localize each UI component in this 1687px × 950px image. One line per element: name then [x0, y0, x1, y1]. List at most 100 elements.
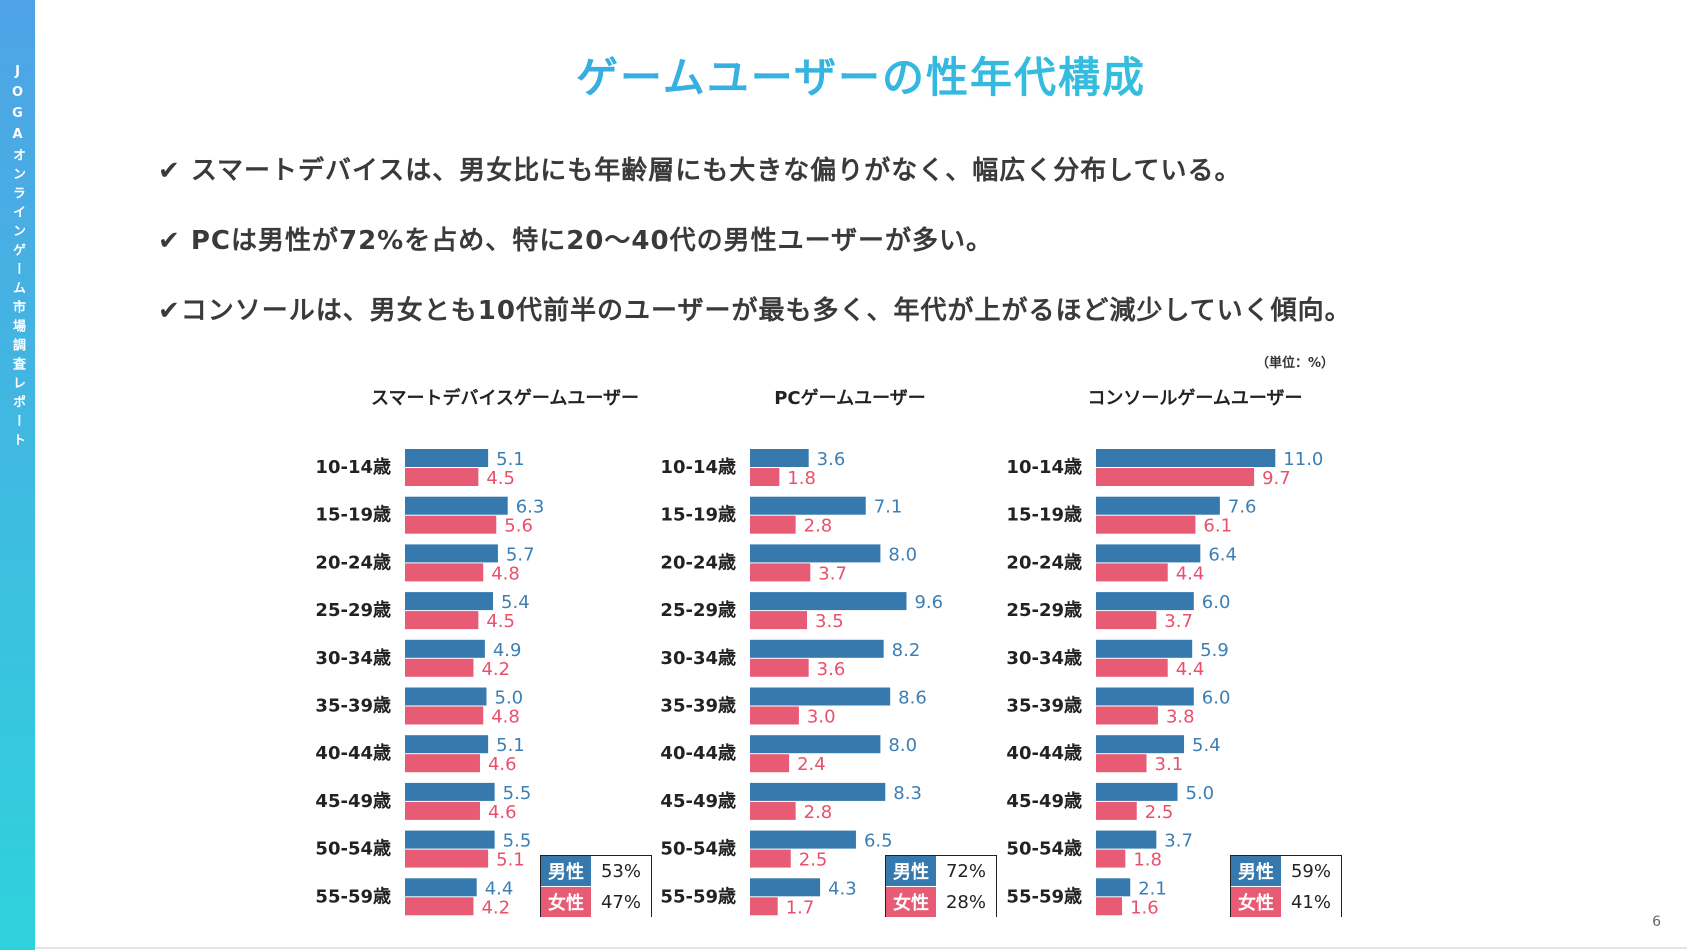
category-label-console: 55-59歳 — [1006, 886, 1082, 907]
female-value-label-smart-device: 4.6 — [488, 754, 517, 775]
female-value-label-pc: 2.4 — [797, 754, 826, 775]
male-value-label-pc: 6.5 — [864, 831, 893, 852]
category-label-smart-device: 40-44歳 — [315, 743, 391, 764]
male-value-label-pc: 9.6 — [914, 592, 943, 613]
female-value-label-console: 1.8 — [1133, 850, 1162, 871]
category-label-console: 45-49歳 — [1006, 791, 1082, 812]
category-label-smart-device: 20-24歳 — [315, 552, 391, 573]
legend-male-label: 男性 — [541, 856, 591, 886]
male-value-label-pc: 7.1 — [874, 497, 903, 518]
female-value-label-console: 3.7 — [1164, 611, 1193, 632]
female-value-label-pc: 1.8 — [787, 468, 816, 489]
bottom-divider — [35, 947, 1687, 949]
male-bar-smart-device — [405, 735, 489, 754]
male-value-label-console: 2.1 — [1138, 878, 1167, 899]
female-bar-pc — [750, 897, 778, 916]
male-value-label-console: 6.0 — [1202, 688, 1231, 709]
legend-console: 男性 59% 女性 41% — [1230, 855, 1342, 917]
male-value-label-smart-device: 4.9 — [493, 640, 522, 661]
female-bar-console — [1096, 515, 1196, 534]
female-value-label-console: 3.8 — [1166, 707, 1195, 728]
male-bar-console — [1096, 639, 1193, 658]
female-bar-console — [1096, 611, 1157, 630]
female-value-label-smart-device: 4.8 — [491, 707, 520, 728]
category-label-console: 30-34歳 — [1006, 648, 1082, 669]
male-bar-pc — [750, 639, 884, 658]
category-label-smart-device: 25-29歳 — [315, 600, 391, 621]
female-value-label-console: 6.1 — [1203, 516, 1232, 537]
female-bar-console — [1096, 706, 1158, 725]
female-bar-smart-device — [405, 658, 474, 677]
female-bar-smart-device — [405, 515, 497, 534]
female-value-label-smart-device: 4.8 — [491, 563, 520, 584]
sidebar-report-title: JOGAオンラインゲーム市場調査レポート — [10, 64, 25, 452]
male-value-label-smart-device: 5.4 — [501, 592, 530, 613]
female-bar-console — [1096, 897, 1123, 916]
chart-title-smart-device: スマートデバイスゲームユーザー — [370, 388, 640, 409]
female-value-label-console: 1.6 — [1130, 897, 1159, 918]
category-label-pc: 30-34歳 — [660, 648, 736, 669]
female-value-label-smart-device: 4.2 — [481, 897, 510, 918]
male-value-label-console: 5.9 — [1200, 640, 1229, 661]
female-value-label-pc: 3.6 — [817, 659, 846, 680]
male-bar-console — [1096, 496, 1220, 515]
female-bar-console — [1096, 468, 1255, 486]
category-label-pc: 10-14歳 — [660, 457, 736, 478]
legend-female-share: 47% — [591, 887, 651, 917]
male-bar-console — [1096, 687, 1194, 706]
legend-male-label: 男性 — [886, 856, 936, 886]
male-value-label-console: 7.6 — [1228, 497, 1257, 518]
female-value-label-console: 2.5 — [1145, 802, 1174, 823]
male-bar-pc — [750, 687, 891, 706]
male-bar-pc — [750, 735, 881, 754]
female-bar-console — [1096, 563, 1168, 582]
male-bar-smart-device — [405, 496, 508, 515]
male-value-label-smart-device: 5.1 — [496, 735, 525, 756]
bullet-point-2: ✔ PCは男性が72%を占め、特に20～40代の男性ユーザーが多い。 — [158, 226, 994, 256]
category-label-pc: 20-24歳 — [660, 552, 736, 573]
category-label-pc: 35-39歳 — [660, 696, 736, 717]
male-bar-smart-device — [405, 592, 494, 611]
category-label-console: 25-29歳 — [1006, 600, 1082, 621]
male-bar-console — [1096, 735, 1185, 754]
male-bar-smart-device — [405, 687, 487, 706]
female-value-label-pc: 3.7 — [818, 563, 847, 584]
female-bar-pc — [750, 706, 799, 725]
male-bar-pc — [750, 830, 856, 849]
female-bar-pc — [750, 515, 796, 534]
female-bar-smart-device — [405, 849, 489, 868]
legend-male-share: 72% — [936, 856, 996, 886]
male-bar-pc — [750, 544, 881, 563]
legend-pc: 男性 72% 女性 28% — [885, 855, 997, 917]
category-label-pc: 45-49歳 — [660, 791, 736, 812]
male-bar-smart-device — [405, 782, 495, 801]
legend-female-label: 女性 — [541, 887, 591, 917]
category-label-console: 50-54歳 — [1006, 839, 1082, 860]
male-value-label-pc: 4.3 — [828, 878, 857, 899]
category-label-smart-device: 55-59歳 — [315, 886, 391, 907]
category-label-smart-device: 15-19歳 — [315, 505, 391, 526]
legend-female-share: 28% — [936, 887, 996, 917]
male-value-label-pc: 8.0 — [888, 735, 917, 756]
female-bar-pc — [750, 849, 791, 868]
female-bar-pc — [750, 801, 796, 820]
chart-title-console: コンソールゲームユーザー — [1087, 388, 1303, 409]
female-bar-console — [1096, 754, 1147, 773]
female-bar-console — [1096, 801, 1137, 820]
female-bar-pc — [750, 754, 790, 773]
male-value-label-pc: 3.6 — [817, 449, 846, 470]
female-value-label-smart-device: 4.2 — [481, 659, 510, 680]
category-label-smart-device: 50-54歳 — [315, 839, 391, 860]
legend-female-share: 41% — [1281, 887, 1341, 917]
male-value-label-console: 6.4 — [1208, 544, 1237, 565]
male-bar-pc — [750, 782, 886, 801]
male-bar-console — [1096, 830, 1157, 849]
category-label-smart-device: 10-14歳 — [315, 457, 391, 478]
female-bar-pc — [750, 468, 780, 486]
legend-smart-device: 男性 53% 女性 47% — [540, 855, 652, 917]
male-bar-pc — [750, 592, 907, 611]
male-bar-pc — [750, 449, 809, 467]
female-value-label-pc: 2.8 — [804, 802, 833, 823]
female-value-label-pc: 3.0 — [807, 707, 836, 728]
male-bar-console — [1096, 449, 1276, 467]
